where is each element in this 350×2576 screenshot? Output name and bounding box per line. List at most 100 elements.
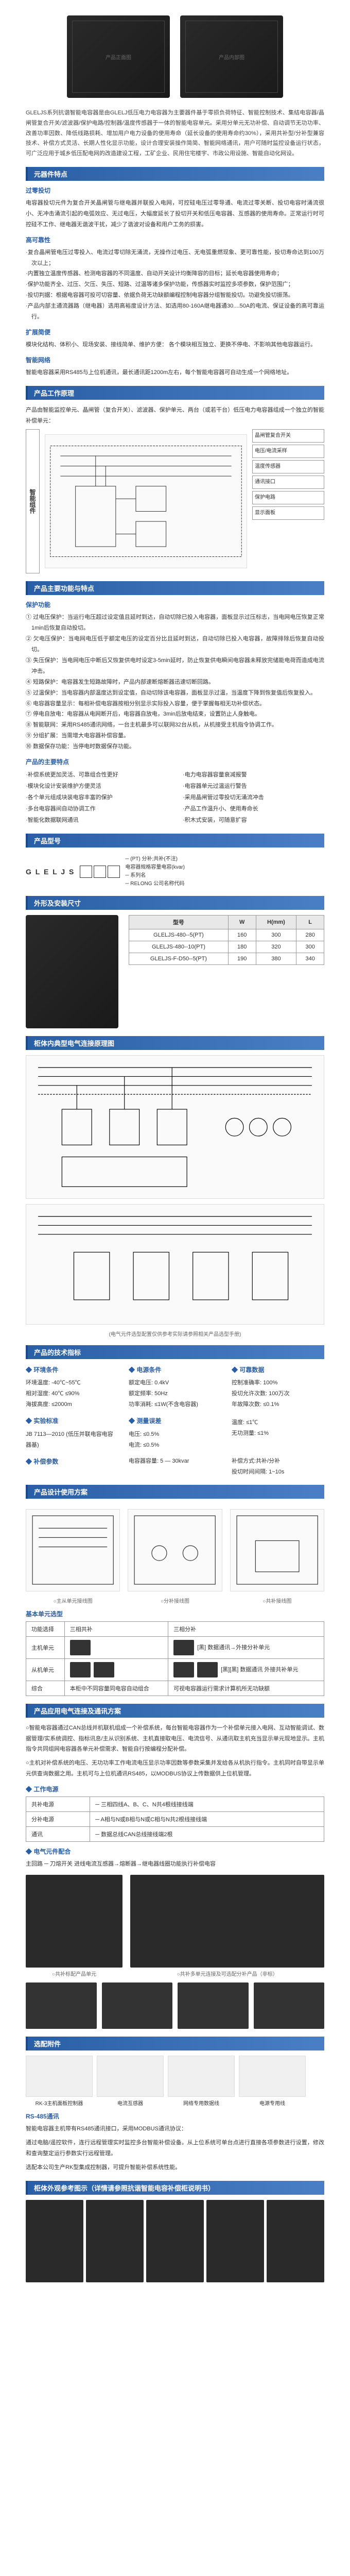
text-principle: 产品由智能监控单元、晶闸管（复合开关）、滤波器、保护单元、两台（或若干台）低压电… xyxy=(26,405,324,427)
list-item: ·产品内部主通流器路（继电器）选用高裕度设计方法、如选用80-160A继电器通3… xyxy=(26,301,324,323)
elements-text: 主回路 ─ 刀熔开关 进线电流互感器→熔断器→继电器线圈功能执行补偿电容 xyxy=(26,1859,324,1870)
list-item: ② 欠电压保护：当电网电压低于额定电压的设定百分比且延时到达，自动切除已投入电容… xyxy=(26,634,324,655)
td: ─ A相与N或B相与N或C相与N共2根线接线端 xyxy=(90,1812,324,1827)
list-item: ③ 失压保护：当电网电压中断后又恢复供电时设定3-5min延时，防止恢复供电瞬间… xyxy=(26,655,324,677)
hero-images: 产品正面图 产品内部图 xyxy=(26,15,324,98)
th: W xyxy=(228,916,256,929)
td: 340 xyxy=(296,953,324,965)
feature-item: ·智能化数据联网通讯 xyxy=(26,815,167,826)
td: 通讯 xyxy=(26,1827,90,1842)
sub-header-rs485: RS-485通讯 xyxy=(26,2112,324,2121)
text-expand: 模块化结构、体积小、现场安装、接线简单、维护方便： 各个模块相互独立、更换不停电… xyxy=(26,340,324,350)
td: 三相共补 xyxy=(64,1621,168,1636)
hero-img-front: 产品正面图 xyxy=(67,15,170,98)
legend-item: 电压/电流采样 xyxy=(252,445,324,458)
spec-head: ◆ 电源条件 xyxy=(129,1364,221,1376)
design-diag-3 xyxy=(230,1509,324,1591)
legend-line: ─ RELONG 公司名称代码 xyxy=(125,880,185,888)
cabinet-photo xyxy=(146,2200,204,2282)
accessory-label: 网络专用数据线 xyxy=(168,2099,235,2107)
td: ─ 数据总线CAN总线接线端2根 xyxy=(90,1827,324,1842)
list-item: ·保护功能齐全、过压、欠压、失压、短路、过温等诸多保护功能，传感器实时监控多项参… xyxy=(26,279,324,290)
hero-img-inside: 产品内部图 xyxy=(180,15,283,98)
list-protection: ① 过电压保护：当运行电压超过设定值且延时到达，自动切除已投入电容器，面板显示过… xyxy=(26,612,324,752)
list-item: ⑤ 过温保护：当电容器内部温度达到设定值，自动切除该电容器，面板显示过温，当温度… xyxy=(26,688,324,699)
spec-item: 电容器容量: 5 — 30kvar xyxy=(129,1456,221,1467)
spec-grid-row2: ◆ 实验标准 JB 7113—2010 (低压并联电容电容器基) ◆ 测量误差 … xyxy=(26,1415,324,1451)
model-box xyxy=(80,866,92,878)
spec-item: 无功测量: ≤1% xyxy=(232,1428,324,1439)
legend-line: ─ 系列名 xyxy=(125,872,185,880)
accessory-img xyxy=(97,2056,164,2097)
td xyxy=(64,1636,168,1658)
td: 300 xyxy=(256,929,296,941)
list-item: ⑥ 电容器容量显示：每相补偿电容器按相分别显示实际投入容量，便于掌握每相无功补偿… xyxy=(26,699,324,709)
dimension-image xyxy=(26,915,118,1028)
th: L xyxy=(296,916,324,929)
wiring-diagram-2 xyxy=(26,1204,324,1324)
features-columns: ·补偿系统更加灵活、可靠组合性更好 ·模块化设计安装维护方便灵活 ·各个单元组成… xyxy=(26,769,324,826)
spec-item: 投切时间间隔: 1~10s xyxy=(232,1467,324,1478)
unit-icon xyxy=(173,1662,194,1677)
th: 型号 xyxy=(129,916,229,929)
section-header-model: 产品型号 xyxy=(26,834,324,848)
product-thumb xyxy=(26,1982,97,2029)
unit-icon xyxy=(70,1662,91,1677)
spec-item: 额定频率: 50Hz xyxy=(129,1388,221,1399)
caption: ○共补多单元连接及可选配分补产品（非标） xyxy=(130,1970,324,1977)
td: 共补电源 xyxy=(26,1797,90,1812)
spec-head: ◆ 可靠数据 xyxy=(232,1364,324,1376)
model-code: G L E L J S xyxy=(26,868,75,876)
product-photo-multi xyxy=(130,1875,324,1968)
accessory-grid: RK-3主机面板控制器 电流互感器 网络专用数据线 电源专用线 xyxy=(26,2056,324,2107)
td: [黑][黑] 数据通讯 外接共补单元 xyxy=(168,1658,324,1681)
rs485-text-3: 选配本公司生产RK型集成控制器，可提升智能补偿系统性能。 xyxy=(26,2162,324,2173)
section-header-principle: 产品工作原理 xyxy=(26,386,324,400)
list-item: ⑩ 数据保存功能：当停电时数据保存功能。 xyxy=(26,741,324,752)
cabinet-photo xyxy=(26,2200,83,2282)
sub-header-main-features: 产品的主要特点 xyxy=(26,757,324,766)
td: GLELJS-480--10(PT) xyxy=(129,941,229,953)
legend-line: 电容器规格容量电容(kvar) xyxy=(125,863,185,872)
principle-legend: 晶闸管复合开关 电压/电流采样 温度传感器 通讯接口 保护电路 显示面板 xyxy=(252,429,324,573)
accessory-label: 电流互感器 xyxy=(97,2099,164,2107)
legend-item: 通讯接口 xyxy=(252,476,324,489)
td: [黑] 数据通讯→外接分补单元 xyxy=(168,1636,324,1658)
section-header-components: 元器件特点 xyxy=(26,167,324,181)
sub-header-power: ◆ 工作电源 xyxy=(26,1785,324,1793)
sub-header-network: 智能网络 xyxy=(26,355,324,364)
sub-header-elements: ◆ 电气元件配合 xyxy=(26,1847,324,1856)
section-header-features: 产品主要功能与特点 xyxy=(26,581,324,595)
legend-line: ─ (PT) 分补;共补(不注) xyxy=(125,855,185,863)
product-photo-grid xyxy=(26,1982,324,2029)
spec-item: 海拔高度: ≤2000m xyxy=(26,1399,118,1410)
spec-item: JB 7113—2010 (低压并联电容电容器基) xyxy=(26,1429,118,1451)
td: 280 xyxy=(296,929,324,941)
unit-select-table: 功能选择三相共补三相分补 主机单元[黑] 数据通讯→外接分补单元 从机单元[黑]… xyxy=(26,1621,324,1696)
label-smart-unit: 智能组件 xyxy=(26,429,40,573)
legend-item: 显示面板 xyxy=(252,506,324,520)
accessory-label: RK-3主机面板控制器 xyxy=(26,2099,93,2107)
td: GLELJS-480--5(PT) xyxy=(129,929,229,941)
list-item: ① 过电压保护：当运行电压超过设定值且延时到达，自动切除已投入电容器，面板显示过… xyxy=(26,612,324,634)
product-thumb xyxy=(254,1982,325,2029)
section-header-design: 产品设计使用方案 xyxy=(26,1485,324,1499)
text-zerocross: 电容器投切元件为复合开关晶闸管与继电器并联投入电网，可控硅电压过零导通、电流过零… xyxy=(26,198,324,230)
list-item: ⑨ 分组扩展：当需增大电容器补偿容量。 xyxy=(26,731,324,741)
caption: ○主从单元接线图 xyxy=(26,1597,120,1604)
td: 综合 xyxy=(26,1681,65,1696)
power-table: 共补电源─ 三相四线A、B、C、N共4根线接线端 分补电源─ A相与N或B相与N… xyxy=(26,1797,324,1842)
rs485-text-2: 通过电脑/遥控软件，连行远程管理实时监控多台智能补偿设备。从上位系统可单台点进行… xyxy=(26,2138,324,2159)
caption: ○分补接线图 xyxy=(128,1597,222,1604)
model-box xyxy=(108,866,120,878)
td: 180 xyxy=(228,941,256,953)
model-boxes xyxy=(80,866,120,878)
spec-grid-row3: ◆ 补偿参数 电容器容量: 5 — 30kvar 补偿方式:共补/分补投切时间间… xyxy=(26,1456,324,1478)
feature-item: ·模块化设计安装维护方便灵活 xyxy=(26,781,167,792)
app-text-1: ○智能电容器通过CAN总线并机联机组成一个补偿系统，每台智能电容器作为一个补偿单… xyxy=(26,1723,324,1755)
app-text-2: ○主机对补偿系统的电压、无功功率工作电流电压显示功率因数等参数采集并发给各从机执… xyxy=(26,1758,324,1780)
section-header-wiring: 柜体内典型电气连接原理图 xyxy=(26,1036,324,1050)
list-item: ⑦ 停电自放电：电容器从电网断开后，电容器自放电，3min后放电结束，设置防止人… xyxy=(26,709,324,720)
wiring-diagram-1 xyxy=(26,1055,324,1199)
spec-item: 额定电压: 0.4kV xyxy=(129,1378,221,1388)
